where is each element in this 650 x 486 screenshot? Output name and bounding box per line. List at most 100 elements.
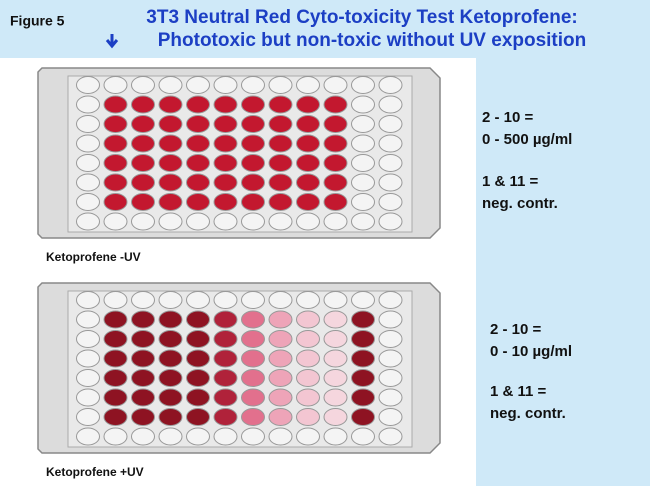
well bbox=[186, 369, 210, 387]
well bbox=[296, 349, 320, 368]
well bbox=[186, 154, 210, 172]
well bbox=[378, 193, 403, 211]
well bbox=[213, 95, 238, 114]
well bbox=[76, 76, 100, 94]
well bbox=[323, 115, 348, 133]
well bbox=[323, 291, 348, 309]
well bbox=[131, 134, 155, 153]
arrow-icon bbox=[105, 34, 119, 49]
well bbox=[131, 408, 155, 426]
well bbox=[186, 349, 210, 368]
well bbox=[351, 212, 375, 231]
well bbox=[378, 173, 403, 192]
well bbox=[351, 369, 375, 387]
well bbox=[351, 427, 375, 446]
well bbox=[213, 154, 238, 172]
well bbox=[323, 369, 348, 387]
well bbox=[378, 154, 403, 172]
well bbox=[76, 173, 100, 192]
well bbox=[103, 291, 128, 309]
well bbox=[241, 193, 265, 211]
well bbox=[378, 95, 403, 114]
well bbox=[213, 369, 238, 387]
well bbox=[213, 291, 238, 309]
well bbox=[103, 369, 128, 387]
well bbox=[131, 427, 155, 446]
well bbox=[378, 115, 403, 133]
well bbox=[131, 212, 155, 231]
well bbox=[186, 76, 210, 94]
well bbox=[296, 212, 320, 231]
well bbox=[76, 427, 100, 446]
well bbox=[241, 115, 265, 133]
plate-caption: Ketoprofene +UV bbox=[46, 465, 144, 479]
well bbox=[158, 427, 183, 446]
well bbox=[241, 154, 265, 172]
well bbox=[103, 115, 128, 133]
well bbox=[323, 193, 348, 211]
well bbox=[323, 310, 348, 329]
well bbox=[378, 310, 403, 329]
well bbox=[131, 115, 155, 133]
well bbox=[241, 76, 265, 94]
well bbox=[296, 427, 320, 446]
well bbox=[103, 349, 128, 368]
well bbox=[76, 349, 100, 368]
well bbox=[351, 330, 375, 348]
well bbox=[213, 134, 238, 153]
well bbox=[103, 76, 128, 94]
well bbox=[351, 173, 375, 192]
well bbox=[241, 369, 265, 387]
well bbox=[241, 388, 265, 407]
well bbox=[296, 330, 320, 348]
well bbox=[296, 291, 320, 309]
well bbox=[186, 330, 210, 348]
well bbox=[268, 388, 293, 407]
well bbox=[131, 76, 155, 94]
well bbox=[351, 310, 375, 329]
well bbox=[268, 134, 293, 153]
well bbox=[131, 173, 155, 192]
well bbox=[378, 76, 403, 94]
well bbox=[268, 310, 293, 329]
well bbox=[351, 134, 375, 153]
well bbox=[103, 154, 128, 172]
well bbox=[296, 115, 320, 133]
well bbox=[241, 212, 265, 231]
well bbox=[323, 330, 348, 348]
well bbox=[131, 95, 155, 114]
well bbox=[76, 291, 100, 309]
well bbox=[186, 388, 210, 407]
well bbox=[378, 349, 403, 368]
well bbox=[158, 193, 183, 211]
well bbox=[351, 388, 375, 407]
plate-note: 1 & 11 = bbox=[490, 383, 547, 400]
well bbox=[296, 193, 320, 211]
well bbox=[323, 134, 348, 153]
well bbox=[323, 173, 348, 192]
well bbox=[323, 349, 348, 368]
well bbox=[378, 408, 403, 426]
well bbox=[351, 349, 375, 368]
well bbox=[296, 154, 320, 172]
well bbox=[158, 212, 183, 231]
well bbox=[241, 408, 265, 426]
well bbox=[268, 76, 293, 94]
well bbox=[158, 330, 183, 348]
well bbox=[351, 95, 375, 114]
title-line: Phototoxic but non-toxic without UV expo… bbox=[158, 30, 587, 51]
well bbox=[268, 173, 293, 192]
well bbox=[186, 193, 210, 211]
well bbox=[351, 115, 375, 133]
well bbox=[103, 427, 128, 446]
well bbox=[103, 388, 128, 407]
well bbox=[158, 115, 183, 133]
well bbox=[186, 291, 210, 309]
well bbox=[131, 310, 155, 329]
plate-note: 0 - 10 µg/ml bbox=[490, 343, 572, 360]
well bbox=[296, 388, 320, 407]
well bbox=[378, 291, 403, 309]
well bbox=[131, 193, 155, 211]
